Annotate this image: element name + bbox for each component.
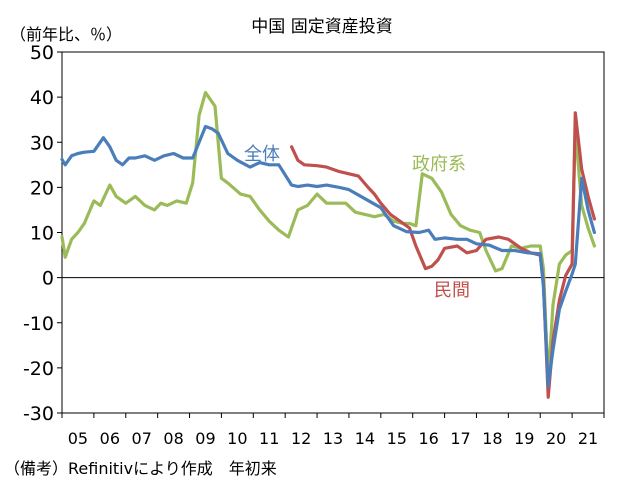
x-tick-label: 21 — [578, 429, 598, 448]
y-tick-label: 0 — [42, 268, 54, 290]
x-tick-label: 12 — [291, 429, 311, 448]
x-tick-label: 20 — [546, 429, 566, 448]
series-line-0 — [60, 124, 597, 388]
y-tick-label: 30 — [30, 132, 54, 154]
x-tick-label: 13 — [323, 429, 343, 448]
x-tick-label: 07 — [132, 429, 152, 448]
x-tick-label: 10 — [227, 429, 247, 448]
x-tick-label: 19 — [514, 429, 534, 448]
y-tick-label: 10 — [30, 223, 54, 245]
x-tick-label: 05 — [68, 429, 88, 448]
x-tick-label: 11 — [259, 429, 279, 448]
x-tick-label: 06 — [100, 429, 120, 448]
label-private: 民間 — [434, 280, 470, 301]
label-total: 全体 — [244, 144, 280, 165]
series-lines — [60, 90, 597, 399]
y-tick-label: -20 — [23, 358, 54, 380]
y-tick-label: 20 — [30, 177, 54, 199]
x-tick-label: 14 — [355, 429, 375, 448]
y-tick-label: -10 — [23, 313, 54, 335]
unit-label: （前年比、％） — [10, 25, 122, 44]
x-tick-labels: 05 06 07 08 09 10 11 12 13 14 15 16 17 18 19 20 21 — [68, 429, 598, 448]
x-tick-label: 15 — [387, 429, 407, 448]
plot-frame — [61, 51, 605, 414]
series-line-1 — [290, 111, 597, 399]
axes — [57, 51, 605, 418]
x-tick-label: 17 — [450, 429, 470, 448]
x-tick-label: 08 — [163, 429, 183, 448]
y-tick-label: 40 — [30, 87, 54, 109]
y-tick-label: -30 — [23, 403, 54, 425]
x-tick-label: 16 — [418, 429, 438, 448]
y-tick-labels: 50 40 30 20 10 0 -10 -20 -30 — [23, 42, 54, 425]
series-line-2 — [60, 90, 597, 383]
x-tick-label: 09 — [195, 429, 215, 448]
x-tick-label: 18 — [482, 429, 502, 448]
chart-title: 中国 固定資産投資 — [251, 17, 392, 37]
label-government: 政府系 — [412, 154, 466, 175]
source-note: （備考）Refinitivにより作成 年初来 — [4, 459, 277, 478]
y-tick-label: 50 — [30, 42, 54, 64]
